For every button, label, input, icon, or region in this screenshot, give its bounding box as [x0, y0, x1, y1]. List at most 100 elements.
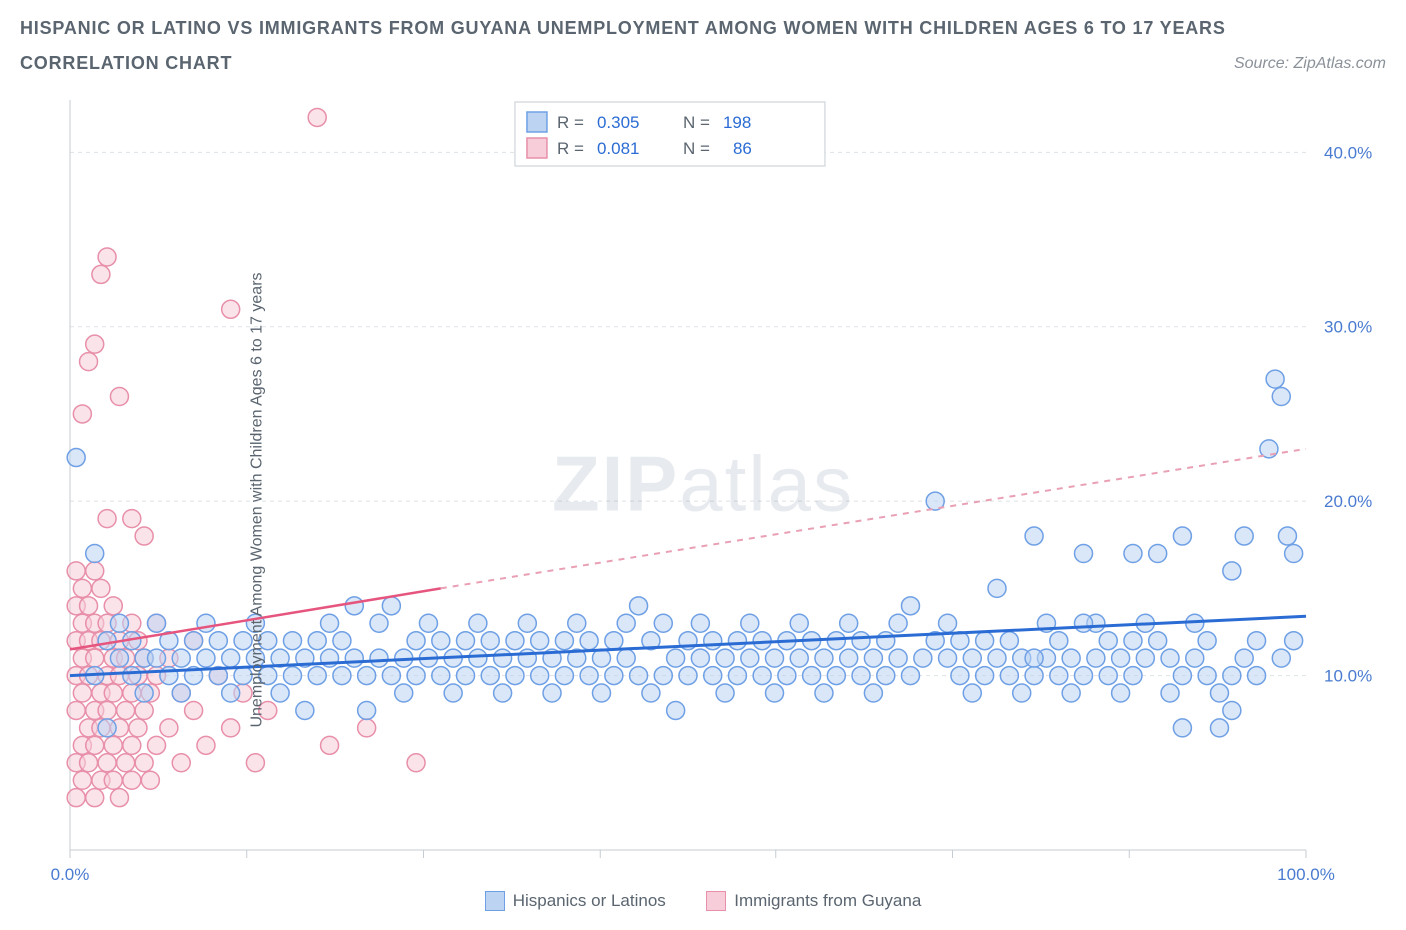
scatter-point-pink	[98, 510, 116, 528]
scatter-point-blue	[580, 667, 598, 685]
scatter-point-blue	[110, 614, 128, 632]
scatter-point-blue	[432, 632, 450, 650]
scatter-point-blue	[642, 684, 660, 702]
scatter-point-blue	[172, 684, 190, 702]
title-block: HISPANIC OR LATINO VS IMMIGRANTS FROM GU…	[0, 0, 1406, 74]
scatter-point-blue	[617, 614, 635, 632]
scatter-point-blue	[716, 649, 734, 667]
y-tick-label: 40.0%	[1324, 143, 1372, 162]
scatter-point-blue	[679, 667, 697, 685]
chart-area: Unemployment Among Women with Children A…	[20, 90, 1386, 910]
scatter-point-blue	[1075, 667, 1093, 685]
scatter-point-blue	[321, 614, 339, 632]
legend-item-pink: Immigrants from Guyana	[706, 891, 921, 911]
stats-n-blue: 198	[723, 113, 751, 132]
scatter-point-blue	[1149, 544, 1167, 562]
scatter-point-blue	[209, 632, 227, 650]
legend-item-blue: Hispanics or Latinos	[485, 891, 666, 911]
scatter-point-blue	[790, 614, 808, 632]
scatter-point-blue	[951, 667, 969, 685]
scatter-point-blue	[803, 667, 821, 685]
scatter-point-blue	[840, 614, 858, 632]
chart-svg: 10.0%20.0%30.0%40.0%0.0%100.0%R =0.305N …	[20, 90, 1386, 910]
scatter-point-blue	[283, 667, 301, 685]
scatter-point-pink	[246, 754, 264, 772]
scatter-point-pink	[358, 719, 376, 737]
scatter-point-blue	[864, 649, 882, 667]
scatter-point-blue	[889, 649, 907, 667]
scatter-point-blue	[827, 667, 845, 685]
scatter-point-blue	[1062, 684, 1080, 702]
scatter-point-blue	[939, 614, 957, 632]
scatter-point-blue	[271, 684, 289, 702]
scatter-point-blue	[98, 719, 116, 737]
stats-swatch-pink	[527, 138, 547, 158]
scatter-point-pink	[172, 754, 190, 772]
scatter-point-blue	[407, 667, 425, 685]
scatter-point-blue	[1278, 527, 1296, 545]
scatter-point-blue	[1248, 667, 1266, 685]
scatter-point-blue	[815, 684, 833, 702]
scatter-point-blue	[1075, 614, 1093, 632]
scatter-point-pink	[135, 701, 153, 719]
scatter-point-blue	[531, 632, 549, 650]
stats-r-label: R =	[557, 113, 584, 132]
stats-n-label-2: N =	[683, 139, 710, 158]
stats-r-pink: 0.081	[597, 139, 640, 158]
scatter-point-blue	[469, 614, 487, 632]
scatter-point-blue	[852, 667, 870, 685]
scatter-point-blue	[1025, 527, 1043, 545]
scatter-point-blue	[419, 614, 437, 632]
scatter-point-blue	[1025, 649, 1043, 667]
scatter-point-blue	[691, 614, 709, 632]
chart-container: HISPANIC OR LATINO VS IMMIGRANTS FROM GU…	[0, 0, 1406, 930]
scatter-point-blue	[877, 632, 895, 650]
scatter-point-pink	[80, 597, 98, 615]
x-tick-label: 0.0%	[51, 865, 90, 884]
scatter-point-blue	[1223, 701, 1241, 719]
scatter-point-blue	[1050, 632, 1068, 650]
scatter-point-pink	[129, 719, 147, 737]
scatter-point-blue	[1050, 667, 1068, 685]
scatter-point-blue	[827, 632, 845, 650]
scatter-point-blue	[963, 649, 981, 667]
scatter-point-pink	[148, 736, 166, 754]
scatter-point-pink	[92, 579, 110, 597]
scatter-point-blue	[197, 649, 215, 667]
scatter-point-blue	[135, 684, 153, 702]
scatter-point-blue	[407, 632, 425, 650]
scatter-point-pink	[123, 510, 141, 528]
scatter-point-blue	[667, 649, 685, 667]
scatter-point-blue	[555, 632, 573, 650]
scatter-point-blue	[148, 614, 166, 632]
scatter-point-blue	[741, 614, 759, 632]
scatter-point-blue	[1235, 649, 1253, 667]
scatter-point-blue	[1161, 684, 1179, 702]
scatter-point-pink	[67, 562, 85, 580]
scatter-point-blue	[1112, 649, 1130, 667]
scatter-point-blue	[457, 667, 475, 685]
stats-swatch-blue	[527, 112, 547, 132]
source-label: Source: ZipAtlas.com	[1234, 55, 1386, 73]
scatter-point-pink	[222, 300, 240, 318]
scatter-point-blue	[852, 632, 870, 650]
scatter-point-blue	[1099, 667, 1117, 685]
scatter-point-blue	[518, 614, 536, 632]
scatter-point-pink	[80, 353, 98, 371]
scatter-point-blue	[222, 649, 240, 667]
scatter-point-blue	[1124, 667, 1142, 685]
scatter-point-pink	[86, 649, 104, 667]
y-tick-label: 30.0%	[1324, 318, 1372, 337]
scatter-point-blue	[86, 544, 104, 562]
scatter-point-blue	[494, 684, 512, 702]
scatter-point-pink	[123, 771, 141, 789]
scatter-point-blue	[630, 667, 648, 685]
scatter-point-pink	[110, 789, 128, 807]
scatter-point-blue	[358, 701, 376, 719]
bottom-legend: Hispanics or Latinos Immigrants from Guy…	[20, 891, 1386, 916]
scatter-point-blue	[741, 649, 759, 667]
scatter-point-blue	[630, 597, 648, 615]
scatter-point-blue	[704, 667, 722, 685]
scatter-point-blue	[1062, 649, 1080, 667]
scatter-point-blue	[432, 667, 450, 685]
